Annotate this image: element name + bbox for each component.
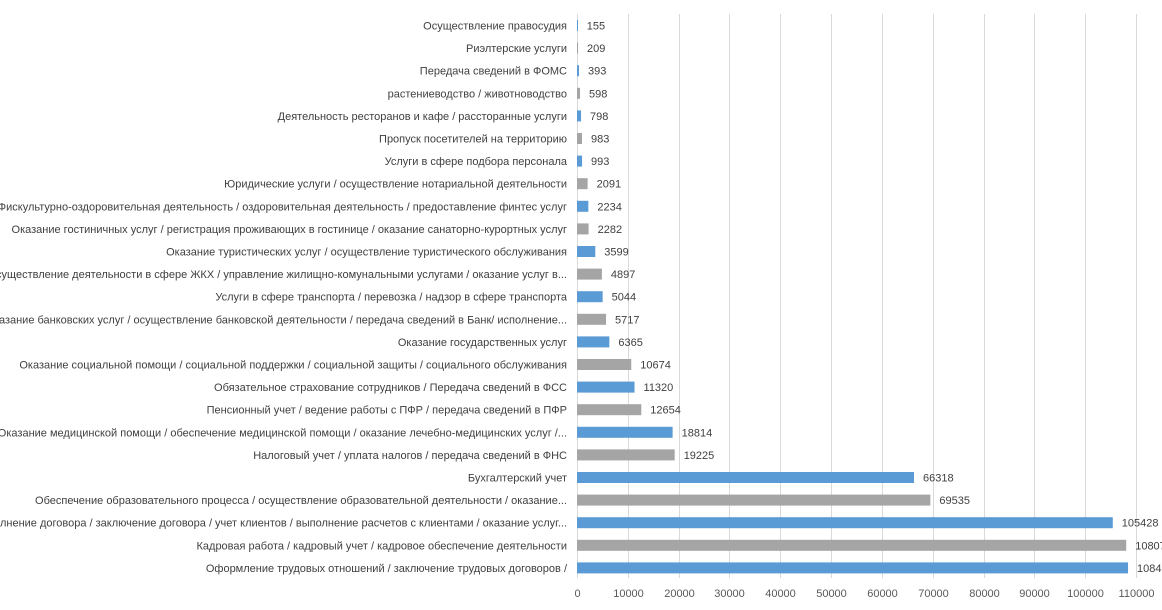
bar [577, 291, 603, 303]
bar [577, 268, 602, 280]
x-tick-label: 0 [574, 588, 580, 600]
gridlines [577, 14, 1137, 578]
category-label: Передача сведений в ФОМС [420, 66, 567, 78]
x-tick-label: 10000 [613, 588, 644, 600]
value-label: 598 [589, 88, 607, 100]
value-label: 983 [591, 134, 609, 146]
value-label: 155 [587, 21, 605, 33]
bar [577, 517, 1113, 529]
x-tick-label: 50000 [816, 588, 847, 600]
category-label: Оформление трудовых отношений / заключен… [206, 563, 568, 575]
value-label: 66318 [923, 473, 954, 485]
x-tick-label: 90000 [1019, 588, 1050, 600]
bar [577, 20, 578, 31]
bar [577, 313, 607, 325]
bar [577, 426, 673, 438]
category-label: Пропуск посетителей на территорию [379, 134, 567, 146]
category-label: Осуществление правосудия [423, 21, 567, 33]
value-label: 5044 [612, 292, 636, 304]
category-label: Исполнение договора / заключение договор… [0, 518, 567, 530]
bar [577, 472, 915, 483]
value-label: 2234 [597, 201, 621, 213]
bar [577, 42, 579, 54]
bar [577, 133, 582, 144]
bar [577, 336, 610, 348]
category-label: Фискультурно-оздоровительная деятельност… [0, 201, 567, 213]
x-tick-label: 80000 [969, 588, 1000, 600]
x-tick-label: 60000 [867, 588, 898, 600]
category-label: Оказание медицинской помощи / обеспечени… [0, 427, 567, 439]
category-label: Налоговый учет / уплата налогов / переда… [253, 450, 567, 462]
bar [577, 494, 931, 506]
x-tick-label: 40000 [765, 588, 796, 600]
value-label: 69535 [939, 495, 970, 507]
value-label: 10674 [640, 360, 671, 372]
x-tick-label: 30000 [714, 588, 745, 600]
x-tick-label: 110000 [1119, 588, 1155, 600]
value-label: 993 [591, 156, 609, 168]
category-label: Оказание банковских услуг / осуществлени… [0, 314, 567, 326]
bar [577, 155, 583, 167]
value-label: 108075 [1135, 540, 1162, 552]
value-label: 11320 [644, 382, 674, 394]
bar [577, 65, 579, 77]
x-tick-label: 100000 [1067, 588, 1104, 600]
bar [577, 359, 632, 370]
x-tick-label: 70000 [918, 588, 949, 600]
category-label: Обеспечение образовательного процесса / … [35, 495, 567, 507]
value-label: 2282 [598, 224, 622, 236]
category-label: Обязательное страхование сотрудников / П… [214, 382, 567, 394]
bar [577, 110, 582, 122]
bar [577, 539, 1127, 551]
category-label: Оказание гостиничных услуг / регистрация… [12, 224, 567, 236]
value-label: 4897 [611, 269, 635, 281]
value-labels: 155 209 393 598 798 983 993 2091 2234 2282 3599 489… [587, 21, 1162, 575]
category-label: осуществление деятельности в сфере ЖКХ /… [0, 269, 567, 281]
x-axis-ticks: 0 10000 20000 30000 40000 50000 60000 70000 8000… [574, 588, 1154, 600]
category-label: Пенсионный учет / ведение работы с ПФР /… [207, 405, 567, 417]
bar [577, 562, 1129, 574]
value-label: 108435 [1137, 563, 1162, 575]
bar [577, 200, 589, 212]
category-label: Риэлтерские услуги [466, 43, 567, 55]
value-label: 798 [590, 111, 608, 123]
bar [577, 178, 588, 190]
category-label: Бухгалтерский учет [468, 473, 567, 485]
bar [577, 223, 589, 235]
value-label: 18814 [682, 427, 713, 439]
category-label: Оказание государственных услуг [398, 337, 567, 349]
bar [577, 449, 675, 461]
category-label: Услуги в сфере подбора персонала [385, 156, 568, 168]
category-label: Кадровая работа / кадровый учет / кадров… [197, 540, 568, 552]
value-label: 209 [587, 43, 605, 55]
value-label: 2091 [597, 179, 621, 191]
value-label: 3599 [604, 247, 628, 259]
bars [577, 20, 1129, 574]
category-label: Деятельность ресторанов и кафе / расстоp… [278, 111, 567, 123]
bar [577, 381, 635, 393]
bar [577, 87, 581, 99]
category-label: Оказание туристических услуг / осуществл… [166, 247, 567, 259]
bar [577, 404, 642, 416]
bar [577, 246, 596, 257]
category-label: Юридические услуги / осуществление нотар… [224, 179, 567, 191]
category-label: Услуги в сфере транспорта / перевозка / … [215, 292, 568, 304]
value-label: 105428 [1122, 518, 1159, 530]
value-label: 6365 [618, 337, 642, 349]
x-tick-label: 20000 [664, 588, 695, 600]
value-label: 393 [588, 66, 606, 78]
value-label: 5717 [615, 314, 639, 326]
value-label: 12654 [650, 405, 681, 417]
category-label: растениеводство / животноводство [388, 88, 567, 100]
category-label: Оказание социальной помощи / социальной … [19, 360, 567, 372]
value-label: 19225 [684, 450, 715, 462]
category-labels: Осуществление правосудия Риэлтерские услу… [0, 21, 568, 575]
